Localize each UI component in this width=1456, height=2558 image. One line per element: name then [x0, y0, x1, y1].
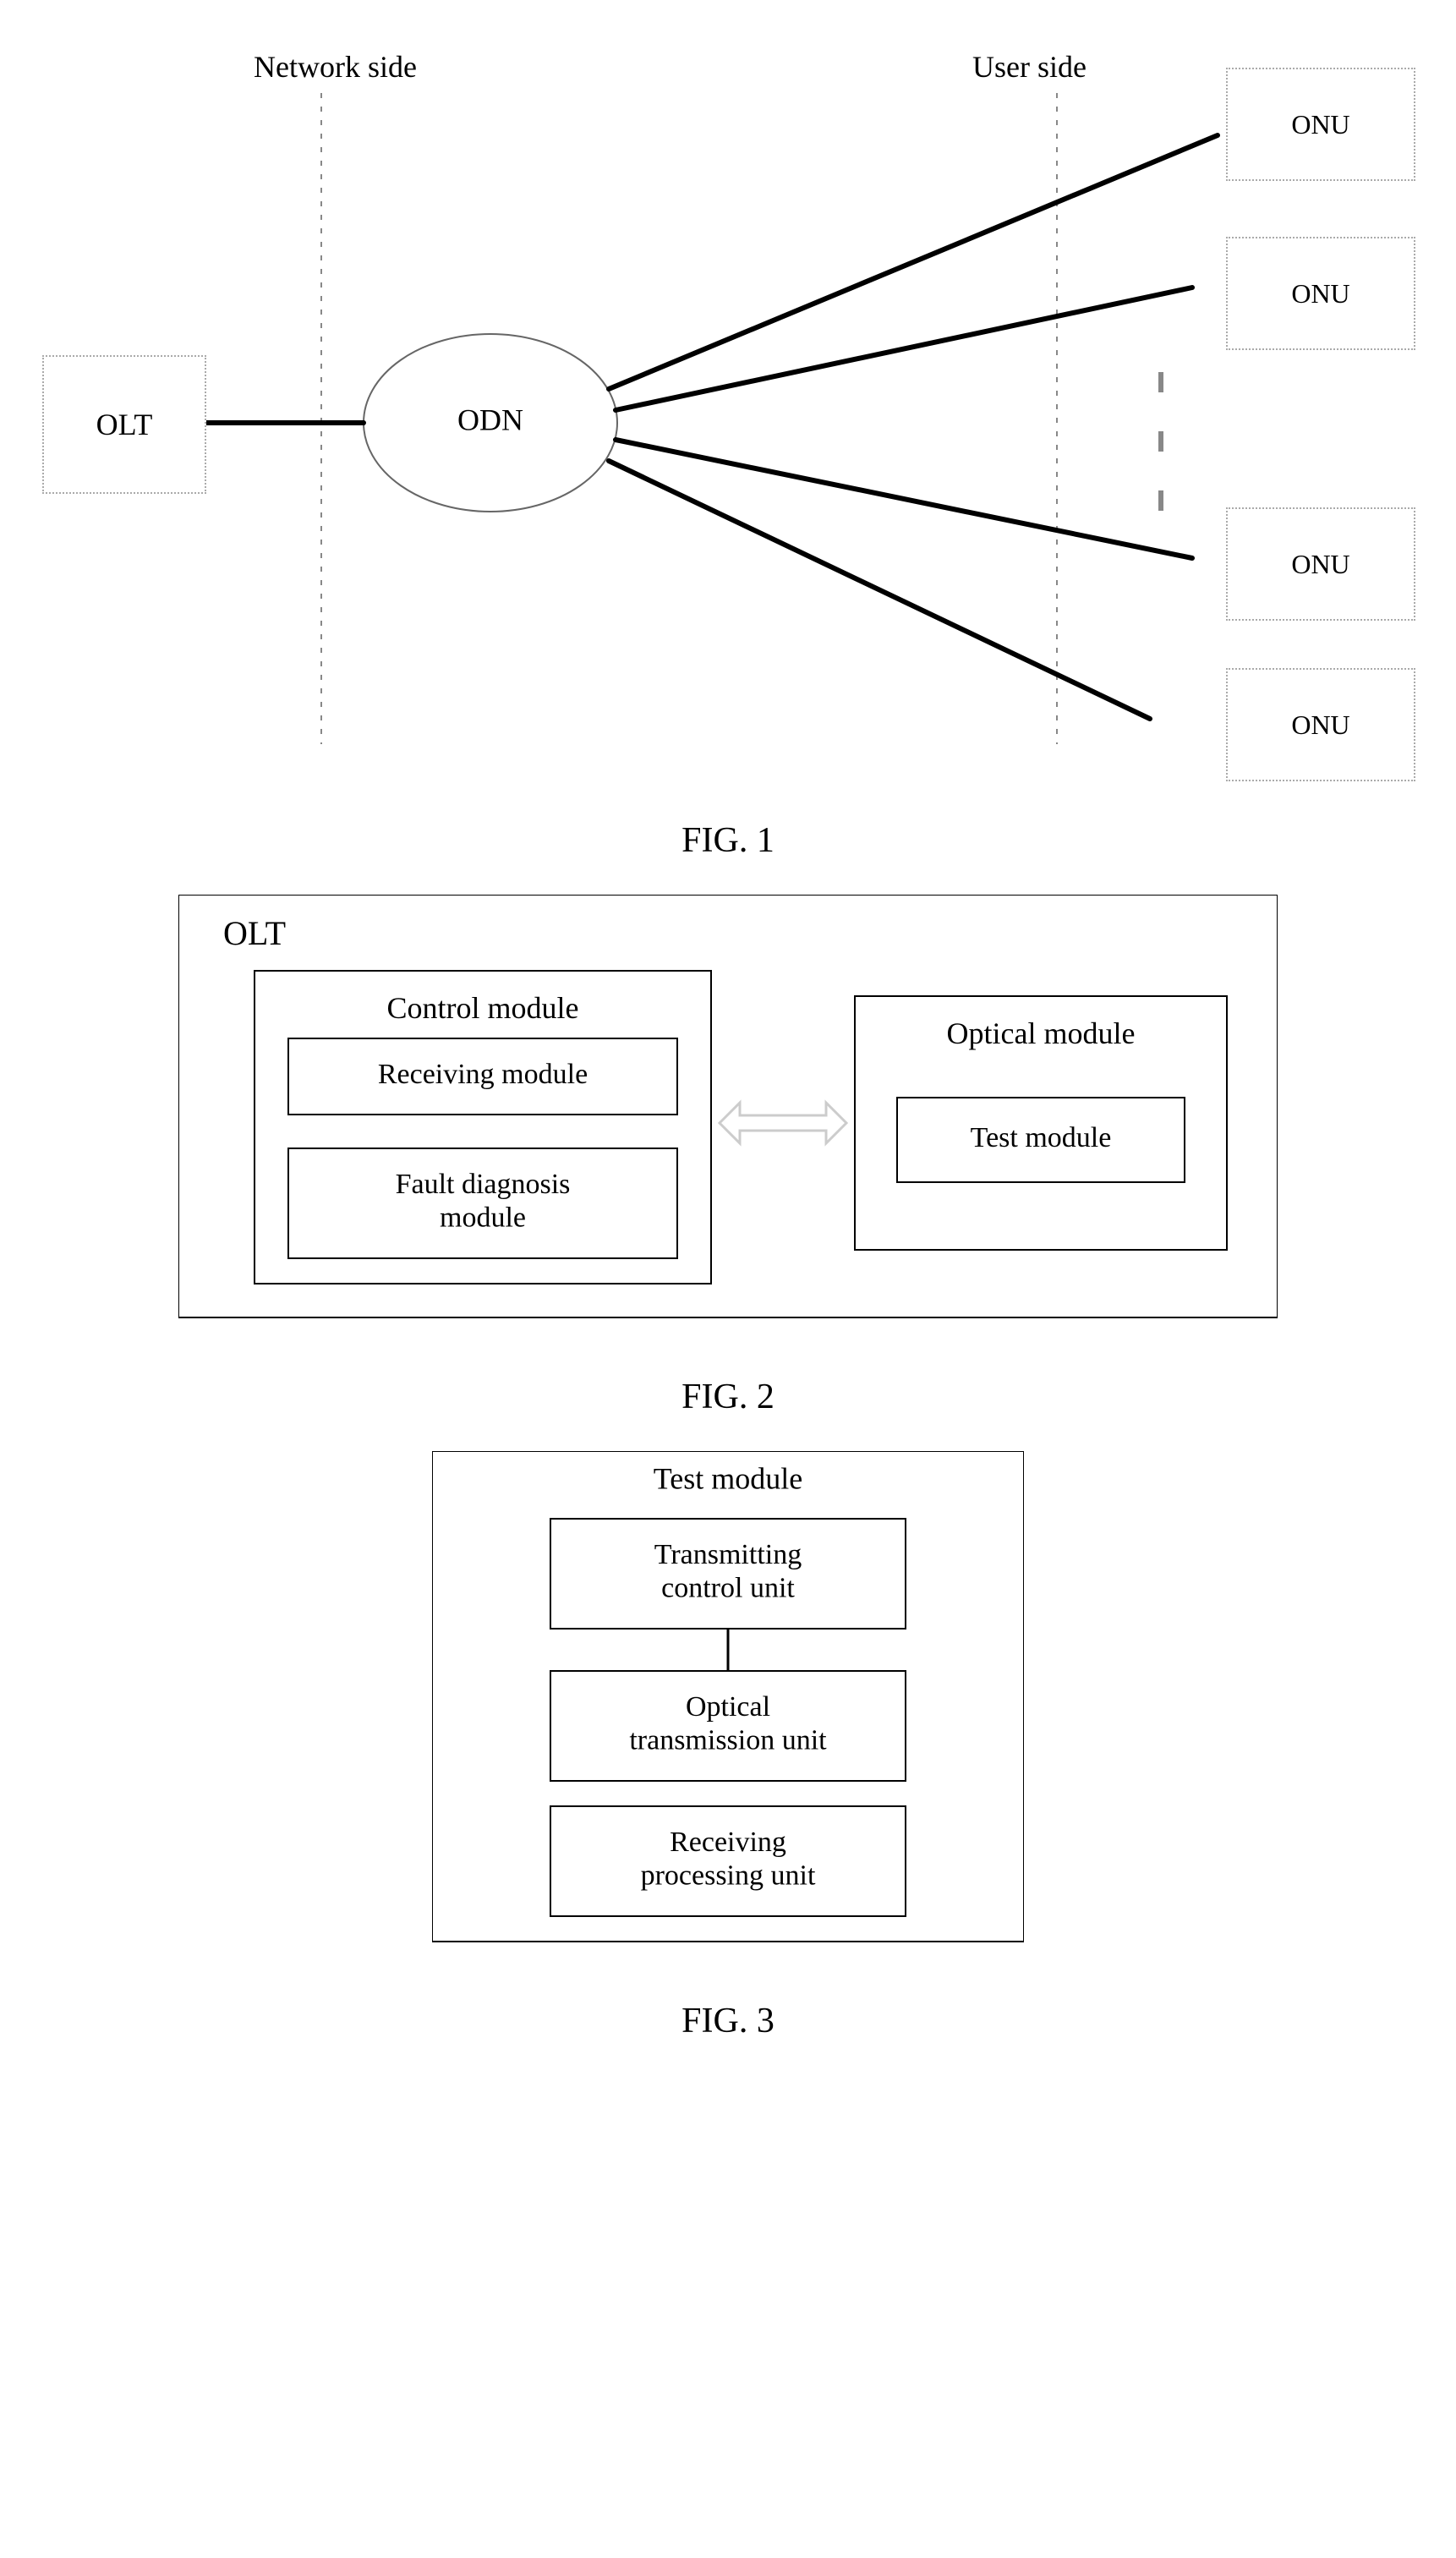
onu-box: ONU: [1226, 507, 1415, 621]
onu-box: ONU: [1226, 68, 1415, 181]
fig1-svg: ODN: [34, 34, 1422, 812]
figure-2: OLT Control module Receiving module Fault d…: [34, 895, 1422, 1417]
onu-label: ONU: [1291, 109, 1349, 140]
olt-box: OLT: [42, 355, 206, 494]
svg-text:Test module: Test module: [971, 1122, 1112, 1153]
svg-text:OLT: OLT: [223, 914, 286, 952]
fig1-caption: FIG. 1: [34, 820, 1422, 861]
figure-1: ODN Network side User side OLT ONU ONU ONU…: [34, 34, 1422, 861]
figure-3: Test module Transmittingcontrol unit Optic…: [34, 1451, 1422, 2041]
svg-text:Receiving: Receiving: [670, 1827, 786, 1858]
fig3-svg: Test module Transmittingcontrol unit Optic…: [432, 1451, 1024, 1992]
svg-text:control unit: control unit: [661, 1572, 795, 1603]
svg-text:Test module: Test module: [654, 1461, 802, 1495]
svg-text:Control module: Control module: [387, 991, 579, 1025]
svg-text:transmission unit: transmission unit: [629, 1724, 827, 1756]
olt-label: OLT: [96, 407, 153, 442]
fig2-svg: OLT Control module Receiving module Fault d…: [178, 895, 1278, 1368]
network-side-label: Network side: [254, 49, 417, 85]
svg-text:Receiving module: Receiving module: [378, 1059, 588, 1090]
fig2-caption: FIG. 2: [34, 1377, 1422, 1417]
fig3-caption: FIG. 3: [34, 2001, 1422, 2041]
svg-text:processing unit: processing unit: [641, 1860, 816, 1891]
svg-text:Fault diagnosis: Fault diagnosis: [396, 1169, 571, 1200]
onu-box: ONU: [1226, 668, 1415, 781]
onu-label: ONU: [1291, 709, 1349, 741]
onu-box: ONU: [1226, 237, 1415, 350]
onu-label: ONU: [1291, 549, 1349, 580]
svg-text:Optical module: Optical module: [947, 1016, 1136, 1050]
user-side-label: User side: [972, 49, 1087, 85]
svg-text:Transmitting: Transmitting: [654, 1539, 802, 1570]
onu-label: ONU: [1291, 278, 1349, 309]
svg-text:Optical: Optical: [686, 1691, 770, 1723]
svg-text:module: module: [440, 1202, 526, 1233]
svg-text:ODN: ODN: [457, 403, 523, 436]
